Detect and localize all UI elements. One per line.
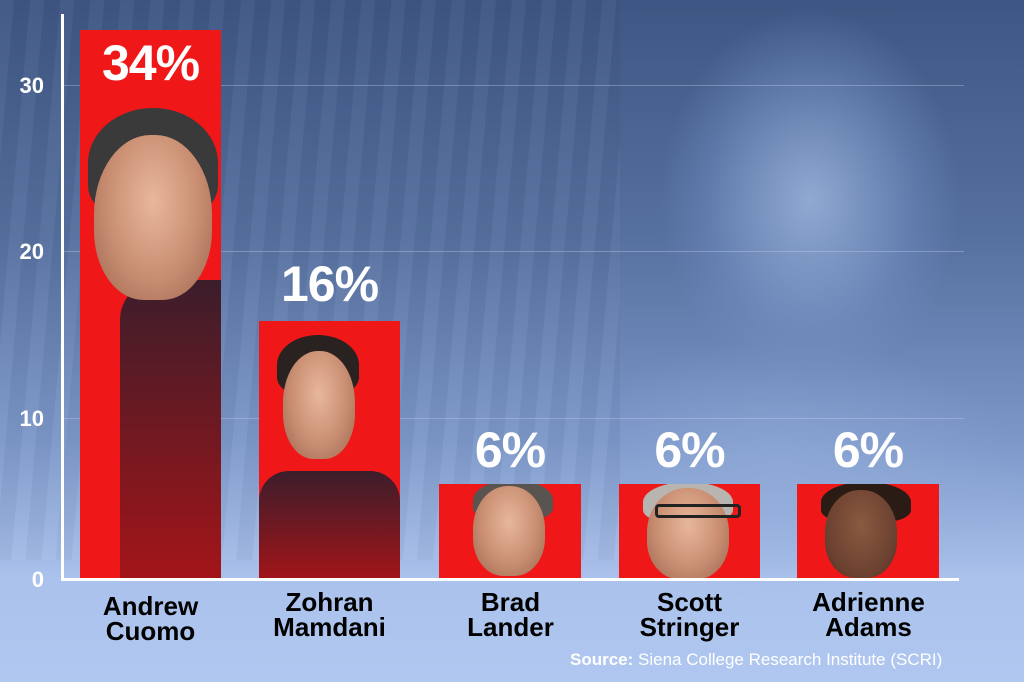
candidate-face (473, 486, 545, 576)
source-credit: Source: Siena College Research Institute… (570, 650, 942, 670)
category-label-adrienne-adams: Adrienne Adams (778, 587, 959, 642)
y-tick-30: 30 (19, 73, 44, 98)
first-name: Andrew (102, 591, 199, 621)
bar-zohran-mamdani (259, 321, 400, 579)
first-name: Adrienne (812, 587, 925, 617)
first-name: Scott (657, 587, 722, 617)
value-label: 34% (101, 35, 200, 91)
y-tick-10: 10 (19, 406, 44, 431)
last-name: Adams (825, 612, 912, 642)
value-label: 6% (654, 422, 725, 478)
gridline-20 (64, 251, 964, 252)
last-name: Lander (467, 612, 554, 642)
y-tick-0: 0 (31, 567, 44, 592)
gridline-10 (64, 418, 964, 419)
bar-adrienne-adams (797, 484, 939, 579)
last-name: Mamdani (273, 612, 386, 642)
first-name: Zohran (285, 587, 374, 617)
y-axis (61, 14, 64, 581)
source-text: Siena College Research Institute (SCRI) (633, 650, 943, 669)
gridline-30 (64, 85, 964, 86)
glasses-icon (655, 504, 741, 518)
candidate-face (647, 488, 729, 579)
value-label: 6% (474, 422, 546, 478)
candidate-face (94, 135, 212, 300)
bar-andrew-cuomo: 34% (80, 30, 221, 579)
first-name: Brad (480, 587, 541, 617)
category-label-zohran-mamdani: Zohran Mamdani (239, 587, 420, 642)
candidate-body (259, 471, 400, 579)
category-label-brad-lander: Brad Lander (420, 587, 601, 642)
source-prefix: Source: (570, 650, 634, 669)
value-label: 6% (832, 422, 904, 478)
last-name: Stringer (639, 612, 740, 642)
x-axis (61, 578, 959, 581)
bar-scott-stringer (619, 484, 760, 579)
category-label-scott-stringer: Scott Stringer (599, 587, 780, 642)
candidate-body (120, 280, 221, 579)
last-name: Cuomo (105, 616, 196, 646)
bar-brad-lander (439, 484, 581, 579)
candidate-face (825, 490, 897, 578)
candidate-face (283, 351, 355, 459)
category-label-andrew-cuomo: Andrew Cuomo (60, 591, 241, 646)
value-label: 16% (280, 256, 379, 312)
y-tick-20: 20 (19, 239, 44, 264)
